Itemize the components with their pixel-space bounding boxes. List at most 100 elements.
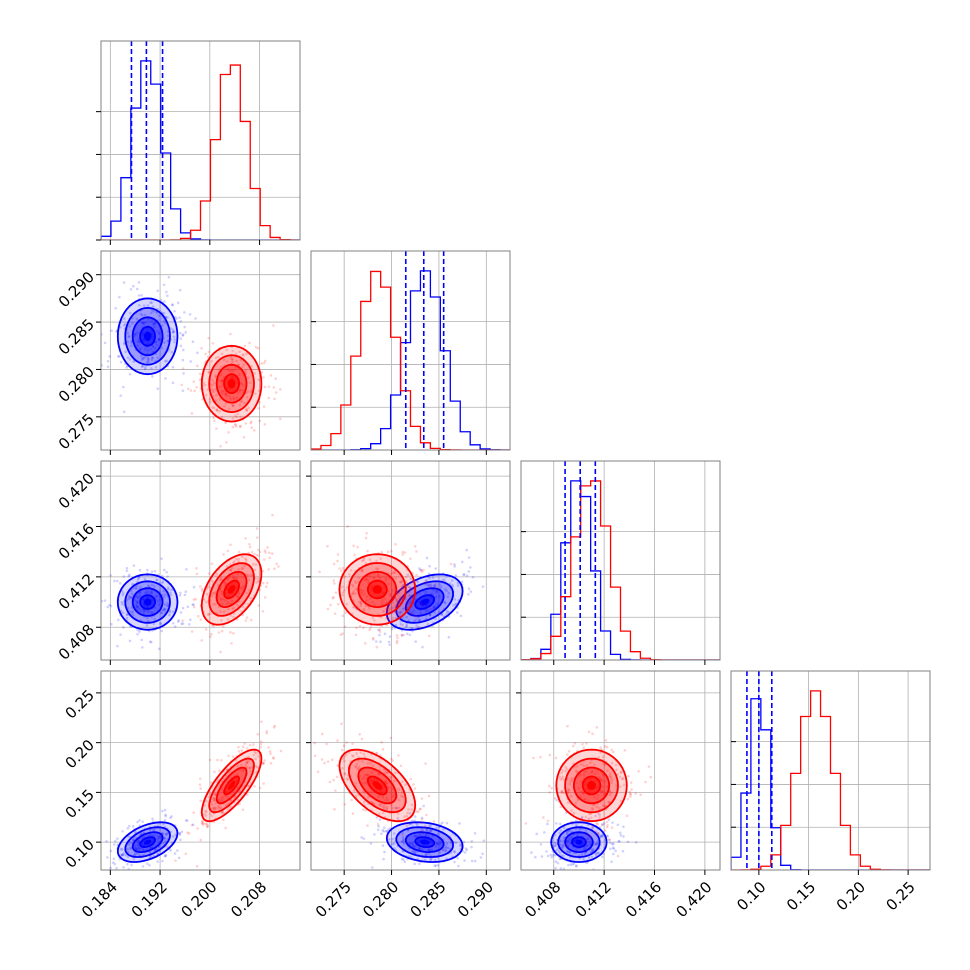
- scatter-point: [385, 616, 388, 620]
- scatter-point: [481, 585, 485, 588]
- scatter-point: [252, 743, 255, 746]
- scatter-point: [243, 344, 247, 348]
- scatter-point: [174, 859, 177, 862]
- scatter-point: [141, 321, 145, 325]
- scatter-point: [432, 604, 436, 608]
- scatter-point: [610, 778, 614, 782]
- scatter-point: [425, 833, 428, 836]
- scatter-point: [385, 771, 389, 775]
- scatter-point: [401, 780, 404, 784]
- scatter-point: [607, 818, 611, 821]
- scatter-point: [395, 599, 399, 603]
- scatter-point: [424, 762, 427, 765]
- scatter-point: [139, 609, 143, 613]
- scatter-point: [225, 441, 228, 444]
- scatter-point: [427, 834, 430, 838]
- scatter-point: [132, 857, 136, 861]
- scatter-point: [609, 775, 613, 778]
- scatter-point: [221, 789, 224, 792]
- scatter-point: [344, 753, 348, 757]
- scatter-point: [572, 862, 576, 865]
- scatter-point: [553, 796, 557, 800]
- scatter-point: [237, 363, 240, 366]
- x-tick-label: 0.184: [78, 878, 121, 921]
- scatter-point: [341, 593, 344, 597]
- scatter-point: [150, 358, 154, 362]
- scatter-point: [436, 864, 440, 867]
- contour-red: [572, 766, 611, 805]
- scatter-point: [234, 425, 238, 428]
- scatter-point: [343, 772, 347, 776]
- scatter-point: [253, 750, 257, 754]
- contour-blue: [139, 325, 157, 347]
- scatter-point: [229, 799, 232, 802]
- scatter-point: [394, 542, 397, 546]
- scatter-point: [181, 367, 185, 370]
- scatter-point: [596, 831, 600, 835]
- scatter-point: [377, 795, 380, 798]
- scatter-point: [167, 276, 171, 279]
- scatter-point: [569, 863, 573, 866]
- scatter-point: [217, 799, 221, 802]
- scatter-point: [428, 564, 431, 568]
- scatter-point: [360, 569, 364, 573]
- scatter-point: [150, 301, 154, 304]
- scatter-point: [560, 791, 563, 795]
- scatter-point: [371, 764, 375, 768]
- scatter-point: [401, 835, 405, 839]
- contour-red: [347, 562, 407, 617]
- scatter-point: [122, 323, 126, 327]
- scatter-point: [138, 846, 141, 850]
- scatter-point: [595, 842, 598, 846]
- scatter-point: [146, 616, 149, 620]
- scatter-point: [166, 586, 170, 589]
- scatter-point: [265, 731, 269, 735]
- scatter-point: [445, 842, 449, 846]
- scatter-point: [235, 415, 238, 419]
- scatter-point: [125, 366, 128, 369]
- scatter-point: [568, 782, 572, 786]
- scatter-point: [204, 383, 207, 387]
- scatter-point: [385, 782, 389, 785]
- scatter-point: [385, 805, 389, 809]
- scatter-point: [614, 763, 618, 767]
- scatter-point: [273, 397, 276, 401]
- scatter-point: [260, 720, 263, 723]
- scatter-point: [562, 867, 566, 870]
- scatter-point: [395, 598, 399, 602]
- scatter-point: [103, 599, 107, 602]
- scatter-point: [221, 392, 224, 395]
- scatter-point: [94, 856, 97, 859]
- scatter-point: [138, 304, 141, 307]
- scatter-point: [226, 549, 230, 553]
- scatter-point: [142, 304, 146, 307]
- scatter-point: [570, 809, 573, 812]
- scatter-point: [610, 826, 614, 829]
- scatter-point: [336, 739, 339, 742]
- scatter-point: [445, 612, 448, 615]
- scatter-point: [217, 631, 221, 634]
- scatter-point: [447, 846, 450, 850]
- scatter-point: [618, 775, 622, 779]
- scatter-point: [138, 818, 141, 822]
- scatter-point: [460, 580, 464, 584]
- scatter-point: [151, 375, 154, 378]
- scatter-point: [566, 839, 570, 843]
- scatter-point: [341, 632, 345, 635]
- scatter-point: [219, 444, 222, 448]
- scatter-point: [156, 824, 159, 827]
- scatter-point: [141, 321, 145, 325]
- scatter-point: [428, 848, 431, 852]
- scatter-point: [382, 830, 386, 833]
- scatter-point: [109, 604, 113, 608]
- scatter-point: [245, 761, 248, 765]
- scatter-point: [405, 814, 409, 818]
- scatter-point: [427, 584, 430, 588]
- scatter-point: [241, 566, 245, 570]
- scatter-point: [162, 822, 165, 826]
- scatter-point: [120, 853, 124, 857]
- scatter-point: [159, 622, 162, 626]
- scatter-point: [335, 775, 339, 779]
- scatter-point: [619, 771, 623, 774]
- scatter-point: [596, 832, 600, 836]
